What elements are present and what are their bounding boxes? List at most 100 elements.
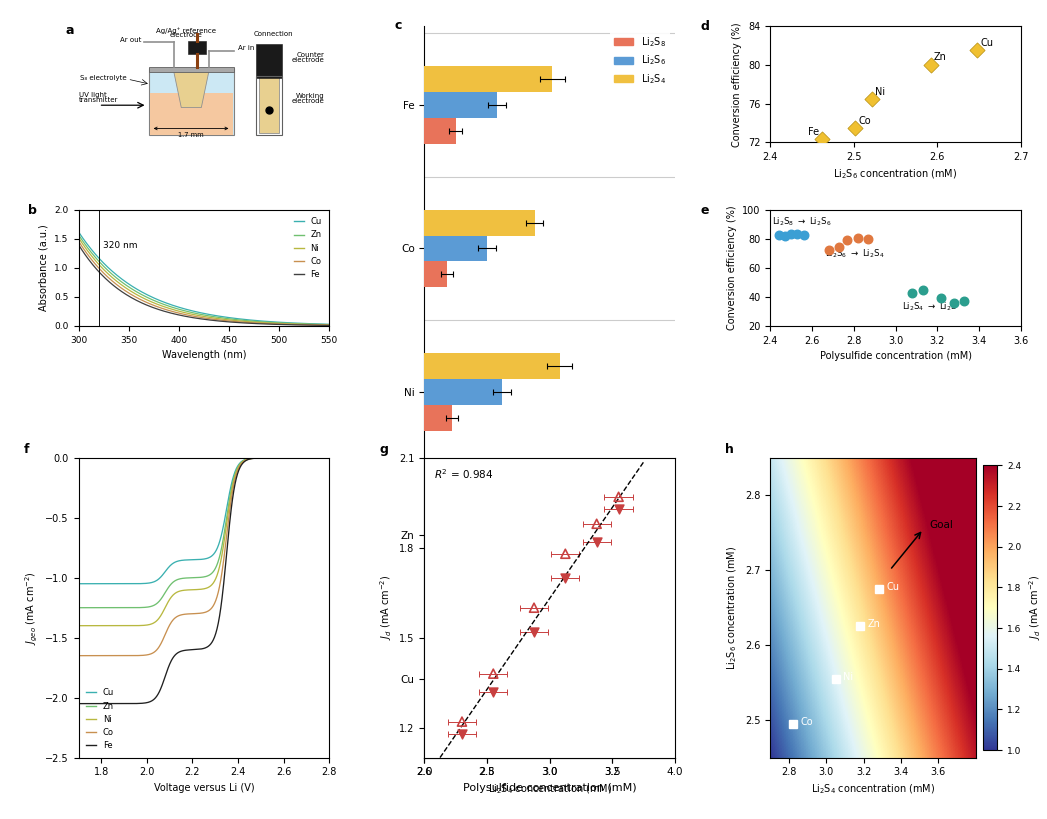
Point xyxy=(783,228,800,241)
Point xyxy=(849,232,866,245)
X-axis label: Li$_2$S$_6$ concentration (mM): Li$_2$S$_6$ concentration (mM) xyxy=(833,168,958,181)
Point xyxy=(796,229,812,242)
Point xyxy=(557,571,574,584)
Point xyxy=(588,518,605,531)
Bar xyxy=(174,548,460,574)
Y-axis label: $J_d$ (mA cm$^{-2}$): $J_d$ (mA cm$^{-2}$) xyxy=(1027,575,1043,640)
Point xyxy=(945,296,962,310)
X-axis label: Li$_2$S$_4$ concentration (mM): Li$_2$S$_4$ concentration (mM) xyxy=(810,783,935,796)
Text: Cu: Cu xyxy=(981,38,994,48)
Text: d: d xyxy=(700,20,709,34)
Point xyxy=(526,625,542,638)
Bar xyxy=(259,75,279,133)
Point xyxy=(771,229,787,242)
Legend: Li$_2$S$_8$, Li$_2$S$_6$, Li$_2$S$_4$: Li$_2$S$_8$, Li$_2$S$_6$, Li$_2$S$_4$ xyxy=(610,31,670,90)
Text: Li$_2$S$_8$ $\rightarrow$ Li$_2$S$_6$: Li$_2$S$_8$ $\rightarrow$ Li$_2$S$_6$ xyxy=(773,215,831,228)
Text: Ni: Ni xyxy=(875,87,886,97)
Point xyxy=(860,233,876,246)
Point xyxy=(588,535,605,548)
Bar xyxy=(174,236,487,261)
Text: 1.7 mm: 1.7 mm xyxy=(178,132,204,138)
Bar xyxy=(257,43,282,79)
Y-axis label: Conversion efficiency (%): Conversion efficiency (%) xyxy=(733,22,742,147)
Point xyxy=(914,283,931,296)
Bar xyxy=(174,66,552,93)
Point xyxy=(610,502,627,515)
Y-axis label: Li$_2$S$_6$ concentration (mM): Li$_2$S$_6$ concentration (mM) xyxy=(726,545,739,670)
Text: Fe: Fe xyxy=(807,127,819,137)
Bar xyxy=(174,496,615,523)
Bar xyxy=(174,379,503,405)
Point xyxy=(453,715,470,728)
Text: transmitter: transmitter xyxy=(79,97,118,103)
Point xyxy=(922,58,939,71)
X-axis label: Polysulfide concentration (mM): Polysulfide concentration (mM) xyxy=(820,351,972,361)
Text: UV light: UV light xyxy=(79,93,107,98)
Text: Co: Co xyxy=(800,717,812,726)
Bar xyxy=(174,261,447,287)
X-axis label: Polysulfide concentration (mM): Polysulfide concentration (mM) xyxy=(463,783,637,793)
Bar xyxy=(174,210,535,236)
Y-axis label: Conversion efficiency (%): Conversion efficiency (%) xyxy=(727,206,736,330)
Text: a: a xyxy=(66,24,74,37)
Bar xyxy=(150,93,232,135)
Point xyxy=(453,727,470,740)
Text: Ar in: Ar in xyxy=(238,45,254,52)
Text: S₈ electrolyte: S₈ electrolyte xyxy=(80,75,126,81)
Text: electrode: electrode xyxy=(291,97,325,103)
Point xyxy=(970,44,986,57)
X-axis label: Li$_2$S$_4$ concentration (mM): Li$_2$S$_4$ concentration (mM) xyxy=(488,783,611,796)
Text: $R^2$ = 0.984: $R^2$ = 0.984 xyxy=(433,467,493,481)
Text: b: b xyxy=(28,204,38,217)
Text: h: h xyxy=(725,443,734,456)
Bar xyxy=(174,640,514,666)
Text: Ag/Ag⁺ reference: Ag/Ag⁺ reference xyxy=(156,27,217,34)
Legend: Cu, Zn, Ni, Co, Fe: Cu, Zn, Ni, Co, Fe xyxy=(290,214,325,283)
Text: Goal: Goal xyxy=(929,519,953,530)
Point xyxy=(789,227,806,240)
Text: Co: Co xyxy=(859,116,871,126)
Bar xyxy=(174,666,490,691)
Text: c: c xyxy=(395,19,402,32)
Text: Connection: Connection xyxy=(254,31,293,37)
Point xyxy=(847,121,864,134)
Point xyxy=(933,292,950,305)
Bar xyxy=(174,405,452,431)
Point xyxy=(557,547,574,560)
Text: Li$_2$S$_6$ $\rightarrow$ Li$_2$S$_4$: Li$_2$S$_6$ $\rightarrow$ Li$_2$S$_4$ xyxy=(825,247,884,260)
Bar xyxy=(149,67,233,71)
Text: Cu: Cu xyxy=(886,581,899,591)
Point xyxy=(864,93,881,106)
Bar xyxy=(174,93,497,118)
Point xyxy=(777,229,794,242)
Text: Zn: Zn xyxy=(934,52,946,62)
Y-axis label: $J_{geo}$ (mA cm$^{-2}$): $J_{geo}$ (mA cm$^{-2}$) xyxy=(23,571,40,645)
Y-axis label: Absorbance (a.u.): Absorbance (a.u.) xyxy=(39,224,49,311)
Point xyxy=(526,601,542,614)
Point xyxy=(956,294,973,307)
X-axis label: Voltage versus Li (V): Voltage versus Li (V) xyxy=(154,783,254,793)
Text: Ar out: Ar out xyxy=(119,37,141,43)
Bar xyxy=(174,118,455,144)
Y-axis label: $J_d$ (mA cm$^{-2}$): $J_d$ (mA cm$^{-2}$) xyxy=(378,575,394,640)
Text: electrode: electrode xyxy=(291,57,325,63)
Legend: Cu, Zn, Ni, Co, Fe: Cu, Zn, Ni, Co, Fe xyxy=(83,685,117,753)
Text: Zn: Zn xyxy=(867,619,881,629)
X-axis label: Wavelength (nm): Wavelength (nm) xyxy=(161,351,246,360)
Text: Ni: Ni xyxy=(843,672,853,681)
Text: g: g xyxy=(379,443,388,456)
Text: 320 nm: 320 nm xyxy=(103,241,137,250)
Bar xyxy=(257,76,282,135)
Point xyxy=(814,132,830,145)
Bar xyxy=(188,41,206,54)
Text: electrode: electrode xyxy=(170,32,203,38)
Point xyxy=(830,240,847,253)
Bar xyxy=(174,523,514,548)
Bar xyxy=(174,691,447,717)
Text: f: f xyxy=(23,443,29,456)
Text: Working: Working xyxy=(295,93,325,99)
Polygon shape xyxy=(174,71,208,107)
Text: Li$_2$S$_4$ $\rightarrow$ Li$_2$S: Li$_2$S$_4$ $\rightarrow$ Li$_2$S xyxy=(901,301,957,314)
Point xyxy=(839,233,855,246)
Point xyxy=(485,685,502,698)
